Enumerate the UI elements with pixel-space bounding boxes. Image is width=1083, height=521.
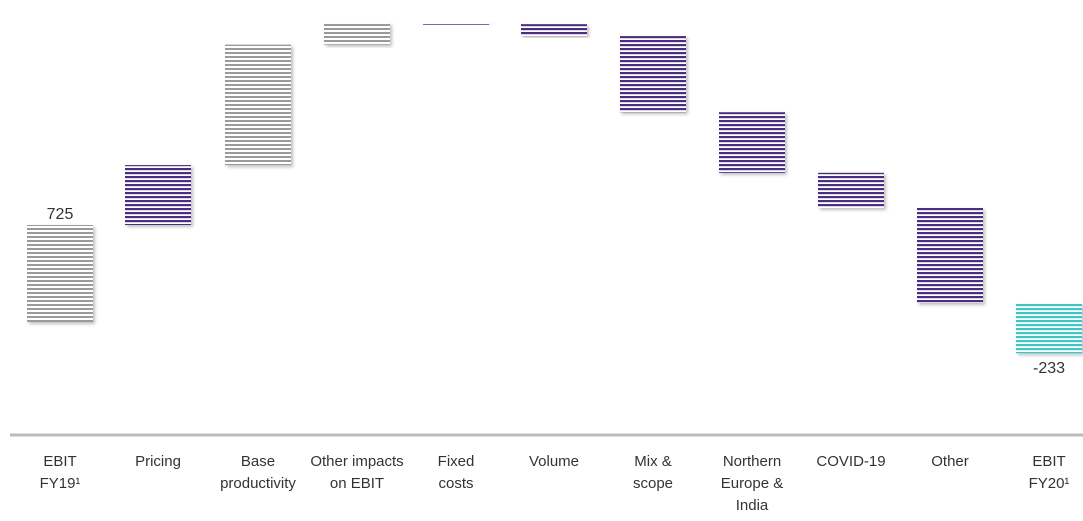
category-label-5: Volume — [529, 453, 579, 470]
bar-8 — [818, 172, 884, 209]
bar-9 — [917, 208, 983, 304]
bar-0 — [27, 224, 93, 322]
category-label-8: COVID-19 — [816, 453, 885, 470]
category-labels: EBIT FY19¹ Pricing Base productivity Other im… — [40, 453, 1070, 514]
bar-10 — [1016, 303, 1082, 354]
bar-2 — [225, 44, 291, 166]
bar-5 — [521, 24, 587, 37]
bar-7 — [719, 112, 785, 173]
category-label-3: Other impacts on EBIT — [310, 453, 403, 492]
category-label-9: Other — [931, 453, 969, 470]
bars-layer: 725 -233 — [27, 22, 1082, 377]
data-label-10: -233 — [1033, 360, 1065, 377]
category-label-6: Mix & scope — [633, 453, 673, 492]
bar-3 — [324, 22, 390, 45]
bar-6 — [620, 36, 686, 113]
category-label-2: Base productivity — [220, 453, 296, 492]
category-label-1: Pricing — [135, 453, 181, 470]
category-label-0: EBIT FY19¹ — [40, 453, 81, 492]
bar-4 — [423, 22, 489, 25]
data-label-0: 725 — [47, 206, 74, 223]
bar-1 — [125, 165, 191, 225]
category-label-7: Northern Europe & India — [721, 453, 784, 514]
category-label-4: Fixed costs — [438, 453, 475, 492]
category-label-10: EBIT FY20¹ — [1029, 453, 1070, 492]
